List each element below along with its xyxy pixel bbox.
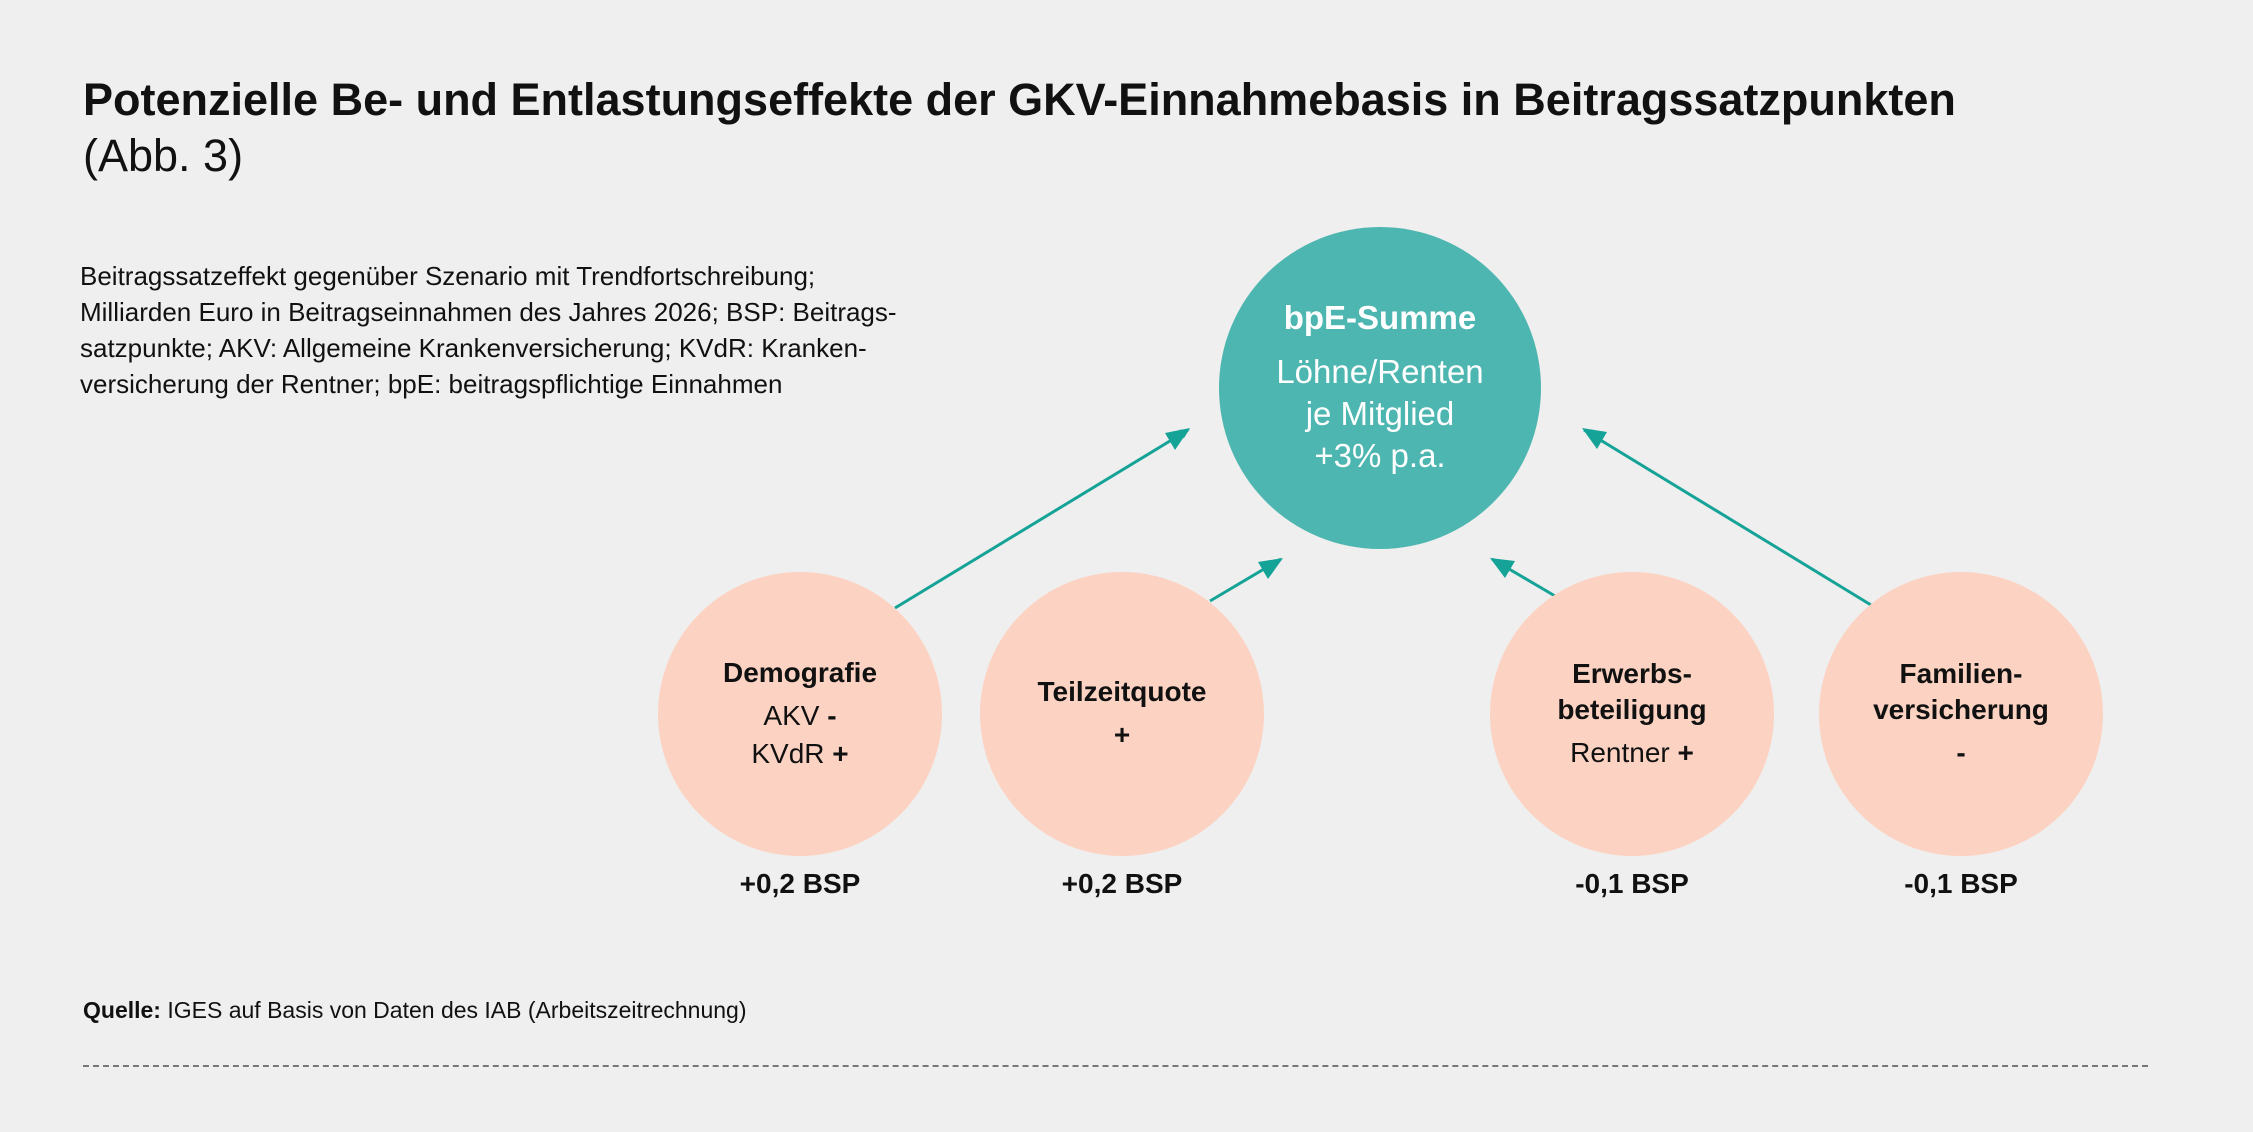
description: Beitragssatzeffekt gegenüber Szenario mi… <box>80 258 1040 402</box>
source-text: IGES auf Basis von Daten des IAB (Arbeit… <box>160 997 747 1023</box>
factor-heading: versicherung <box>1873 694 2049 725</box>
divider <box>83 1065 2148 1067</box>
factor-line-label: KVdR <box>751 738 833 769</box>
factor-line: Rentner + <box>1570 734 1694 772</box>
effect-label: -0,1 BSP <box>1904 868 2018 899</box>
factor-heading: Familien- <box>1899 658 2023 689</box>
arrow-familienversicherung <box>1583 428 1872 607</box>
center-line: je Mitglied <box>1305 395 1455 432</box>
page-title: Potenzielle Be- und Entlastungseffekte d… <box>83 74 1956 125</box>
center-line: Löhne/Renten <box>1276 353 1484 390</box>
factor-line: - <box>1956 734 1965 772</box>
effect-label: -0,1 BSP <box>1575 868 1689 899</box>
factor-heading: Demografie <box>722 657 878 688</box>
factor-node-familienversicherung: Familien- versicherung - <box>1819 572 2103 856</box>
factor-node-demografie: Demografie AKV - KVdR + <box>658 572 942 856</box>
description-line: satzpunkte; AKV: Allgemeine Krankenversi… <box>80 333 867 363</box>
description-line: Milliarden Euro in Beitragseinnahmen des… <box>80 297 897 327</box>
arrowhead <box>1582 428 1607 449</box>
center-line: +3% p.a. <box>1314 437 1446 474</box>
effect-label: +0,2 BSP <box>1061 868 1183 899</box>
factor-heading: beteiligung <box>1557 694 1707 725</box>
factor-heading: Teilzeitquote <box>1037 676 1207 707</box>
description-line: Beitragssatzeffekt gegenüber Szenario mi… <box>80 261 816 291</box>
source-label: Quelle: <box>83 997 161 1023</box>
plus-sign: + <box>832 738 849 769</box>
factor-line: + <box>1114 716 1130 754</box>
factor-line-label: AKV <box>763 700 828 731</box>
description-line: versicherung der Rentner; bpE: beitragsp… <box>80 369 783 399</box>
arrowhead <box>1258 558 1283 579</box>
arrowhead <box>1165 428 1190 450</box>
arrow-demografie <box>894 428 1190 610</box>
factor-node-erwerbsbeteiligung: Erwerbs- beteiligung Rentner + <box>1490 572 1774 856</box>
center-heading: bpE-Summe <box>1283 299 1477 336</box>
minus-sign: - <box>827 700 837 731</box>
factor-heading: Erwerbs- <box>1572 658 1692 689</box>
plus-sign: + <box>1113 719 1131 750</box>
center-node-bpe-summe: bpE-Summe Löhne/Renten je Mitglied +3% p… <box>1219 227 1541 549</box>
effect-label: +0,2 BSP <box>739 868 861 899</box>
factor-line: KVdR + <box>751 735 848 773</box>
factor-line-label: Rentner <box>1570 737 1678 768</box>
factor-line: AKV - <box>763 697 836 735</box>
minus-sign: - <box>1956 737 1966 768</box>
plus-sign: + <box>1677 737 1694 768</box>
factor-node-teilzeitquote: Teilzeitquote + <box>980 572 1264 856</box>
source-note: Quelle: IGES auf Basis von Daten des IAB… <box>83 997 746 1024</box>
figure-number: (Abb. 3) <box>83 130 244 181</box>
arrowhead <box>1490 558 1515 578</box>
